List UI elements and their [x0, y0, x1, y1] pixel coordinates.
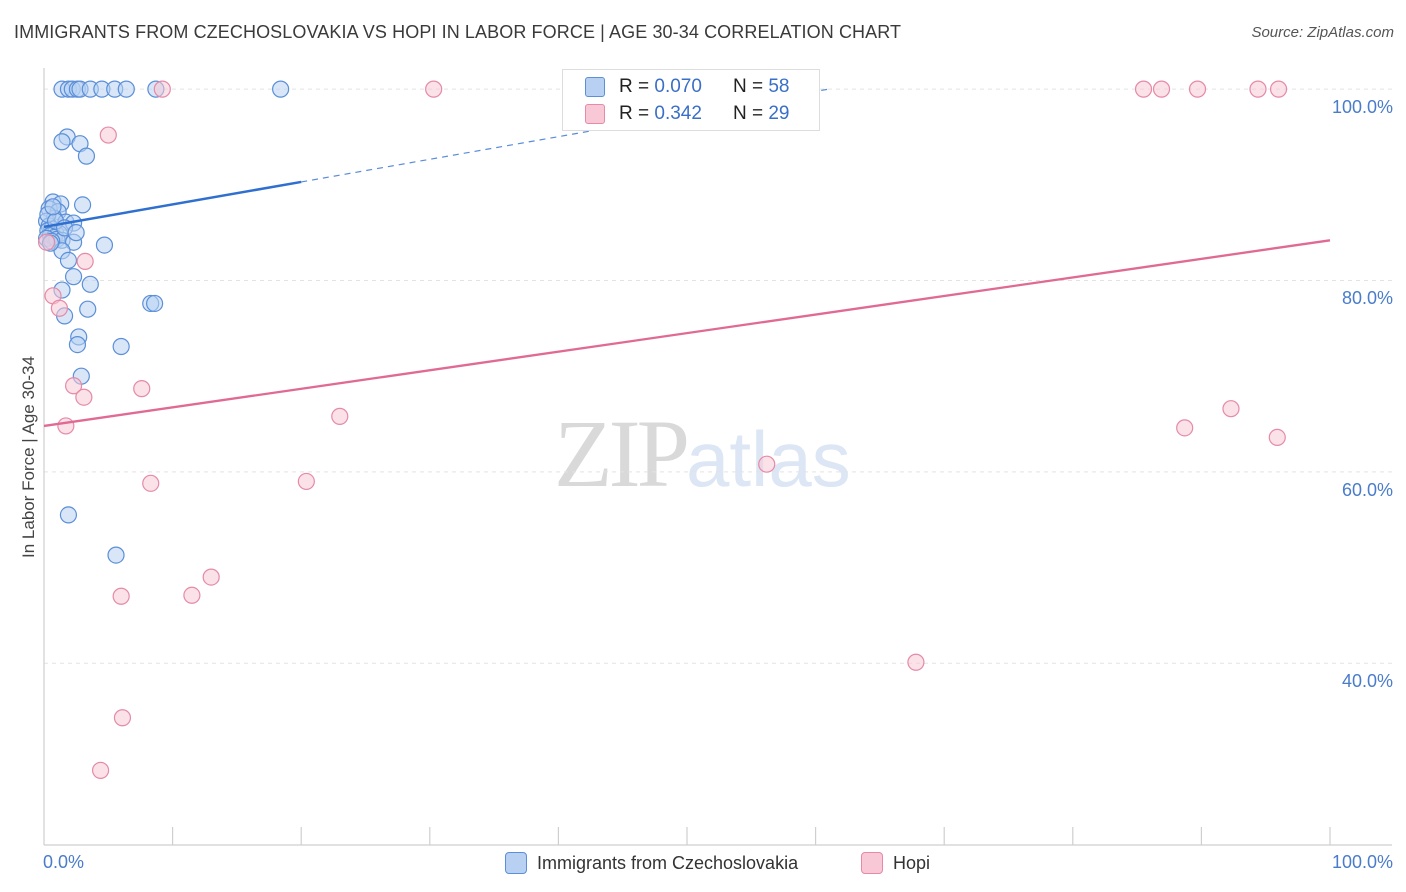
stats-row-hopi: R = 0.342 N = 29 [585, 102, 789, 126]
data-point [81, 275, 99, 293]
n-label: N = [732, 103, 764, 124]
n-value: 29 [768, 103, 790, 124]
axes [43, 68, 1392, 846]
legend-item-hopi[interactable]: Hopi [861, 852, 930, 874]
data-point [1222, 400, 1240, 418]
data-point [425, 80, 443, 98]
legend-swatch-pink [861, 852, 883, 874]
source-label: Source: ZipAtlas.com [1251, 24, 1394, 41]
data-point [907, 653, 925, 671]
chart-title: IMMIGRANTS FROM CZECHOSLOVAKIA VS HOPI I… [14, 22, 902, 42]
data-point [202, 568, 220, 586]
watermark-zip: ZIP [554, 400, 690, 507]
data-point [112, 587, 130, 605]
data-point [1188, 80, 1207, 98]
r-value: 0.342 [654, 103, 702, 124]
data-point [64, 377, 83, 395]
data-point [107, 546, 125, 564]
n-value: 58 [768, 76, 790, 97]
data-point [1268, 428, 1286, 447]
stats-legend: R = 0.070 N = 58 R = 0.342 N = 29 [562, 69, 820, 131]
data-point [331, 407, 349, 425]
data-point [1249, 80, 1267, 98]
data-point [117, 80, 135, 98]
data-point [44, 198, 62, 216]
r-value: 0.070 [654, 76, 702, 97]
stats-row-czechoslovakia: R = 0.070 N = 58 [585, 75, 789, 99]
n-label: N = [732, 76, 764, 97]
data-point [79, 300, 97, 318]
data-point [142, 474, 160, 492]
data-point [76, 252, 94, 270]
series-hopi-points [37, 80, 1288, 779]
y-tick-label: 80.0% [1341, 288, 1393, 309]
data-point [758, 455, 776, 473]
data-point [112, 337, 130, 356]
series-czechoslovakia-points [37, 80, 290, 564]
x-tick-label-max: 100.0% [1331, 852, 1393, 872]
data-point [145, 294, 164, 313]
data-point [272, 80, 290, 98]
x-tick-label-min: 0.0% [43, 852, 85, 872]
data-point [1176, 419, 1194, 437]
swatch-pink [585, 104, 605, 124]
data-point [183, 586, 201, 604]
y-tick-label: 100.0% [1331, 97, 1393, 118]
data-point [57, 417, 75, 435]
y-tick-label: 40.0% [1341, 671, 1393, 692]
data-point [75, 388, 93, 406]
data-point [77, 147, 96, 165]
watermark: ZIPatlas [554, 398, 851, 509]
data-point [113, 709, 132, 727]
legend-swatch-blue [505, 852, 527, 874]
data-point [67, 224, 85, 242]
data-point [95, 236, 114, 254]
data-point [37, 233, 56, 251]
data-point [133, 380, 151, 398]
r-label: R = [619, 76, 650, 97]
data-point [59, 251, 78, 270]
data-point [50, 299, 69, 317]
series-legend: Immigrants from Czechoslovakia Hopi [0, 852, 1406, 878]
trend-lines [43, 88, 1331, 428]
trend-line-czechoslovakia [43, 180, 302, 229]
swatch-blue [585, 77, 605, 97]
y-axis-label: In Labor Force | Age 30-34 [19, 356, 38, 558]
data-point [153, 80, 171, 98]
r-label: R = [619, 103, 650, 124]
data-point [73, 196, 92, 214]
data-point [1134, 80, 1153, 98]
data-point [1152, 80, 1171, 98]
data-point [64, 268, 83, 286]
data-point [297, 472, 315, 491]
data-point [53, 133, 71, 151]
data-point [99, 126, 117, 144]
trend-line-czechoslovakia-extension [301, 88, 829, 183]
grid-lines [44, 88, 1392, 664]
legend-label: Immigrants from Czechoslovakia [537, 852, 799, 873]
data-point [91, 761, 110, 779]
data-point [68, 335, 87, 354]
y-tick-label: 60.0% [1341, 479, 1393, 500]
trend-line-hopi [43, 239, 1331, 428]
legend-item-czechoslovakia[interactable]: Immigrants from Czechoslovakia [505, 852, 798, 874]
data-point [59, 506, 78, 524]
legend-label: Hopi [893, 852, 931, 873]
data-point [1269, 80, 1288, 98]
